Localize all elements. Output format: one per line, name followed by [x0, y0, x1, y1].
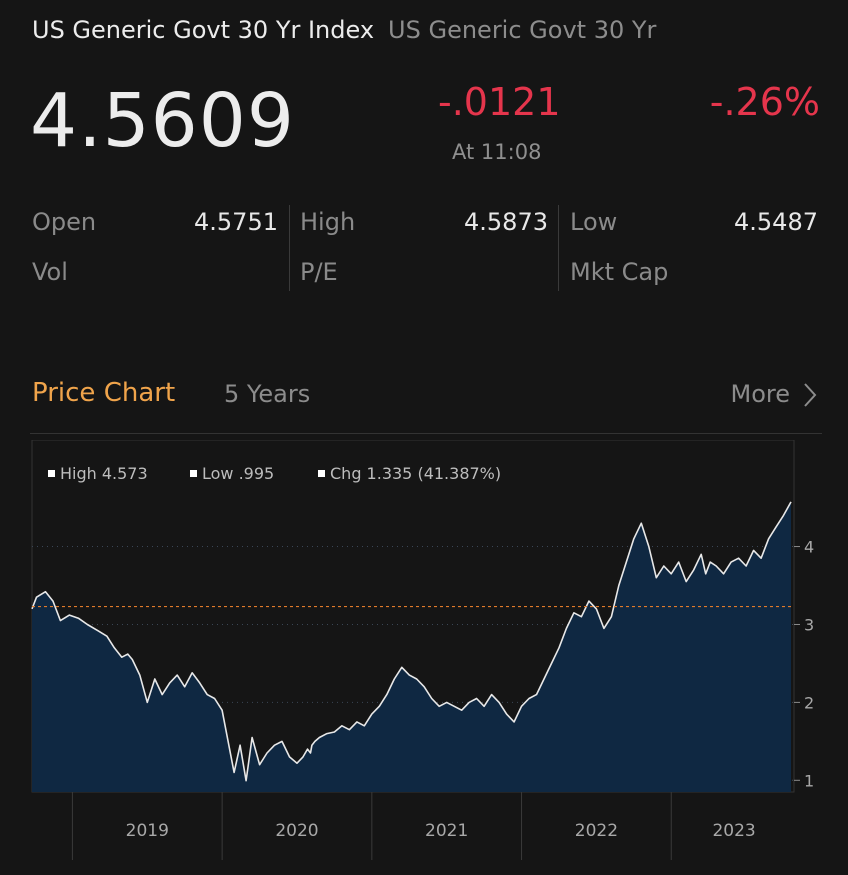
- more-link[interactable]: More: [730, 380, 791, 408]
- x-tick-label: 2021: [425, 821, 468, 841]
- legend-marker: [318, 470, 325, 477]
- mktcap-label: Mkt Cap: [570, 258, 669, 286]
- price-chart-title: Price Chart: [32, 378, 176, 408]
- legend-marker: [48, 470, 55, 477]
- chevron-right-icon[interactable]: [802, 380, 818, 410]
- index-subtitle: US Generic Govt 30 Yr: [388, 16, 657, 44]
- low-label: Low: [570, 208, 618, 236]
- legend-item: High 4.573: [60, 464, 148, 483]
- low-value: 4.5487: [734, 208, 818, 236]
- time-range-selector[interactable]: 5 Years: [224, 380, 311, 408]
- y-tick-label: 3: [804, 615, 814, 634]
- legend-marker: [190, 470, 197, 477]
- stats-divider: [289, 205, 290, 291]
- x-axis: 2019 2020 2021 2022 2023: [71, 792, 756, 860]
- price-change-percent: -.26%: [709, 80, 820, 124]
- price-area: [32, 501, 791, 792]
- high-value: 4.5873: [464, 208, 548, 236]
- x-tick-label: 2020: [275, 821, 318, 841]
- vol-label: Vol: [32, 258, 68, 286]
- price-line: [31, 501, 792, 782]
- chart-legend: High 4.573 Low .995 Chg 1.335 (41.387%): [48, 464, 501, 483]
- high-label: High: [300, 208, 356, 236]
- x-tick-label: 2019: [126, 821, 169, 841]
- plot-area: [31, 440, 795, 793]
- x-tick-label: 2022: [575, 821, 618, 841]
- price-chart: High 4.573 Low .995 Chg 1.335 (41.387%) 1 2…: [31, 440, 814, 860]
- legend-item: Low .995: [202, 464, 274, 483]
- section-divider: [30, 433, 822, 434]
- page-title: US Generic Govt 30 Yr Index US Generic Go…: [32, 16, 656, 44]
- y-tick-label: 4: [804, 538, 814, 557]
- price-change: -.0121: [438, 80, 561, 124]
- x-tick-label: 2023: [712, 821, 755, 841]
- y-tick-label: 1: [804, 771, 814, 790]
- quote-time: At 11:08: [452, 140, 542, 164]
- pe-label: P/E: [300, 258, 338, 286]
- y-axis: 1 2 3 4: [794, 538, 814, 790]
- y-tick-label: 2: [804, 693, 814, 712]
- open-label: Open: [32, 208, 97, 236]
- stats-divider: [558, 205, 559, 291]
- open-value: 4.5751: [194, 208, 278, 236]
- legend-item: Chg 1.335 (41.387%): [330, 464, 501, 483]
- last-price: 4.5609: [30, 78, 295, 164]
- index-name: US Generic Govt 30 Yr Index: [32, 16, 375, 44]
